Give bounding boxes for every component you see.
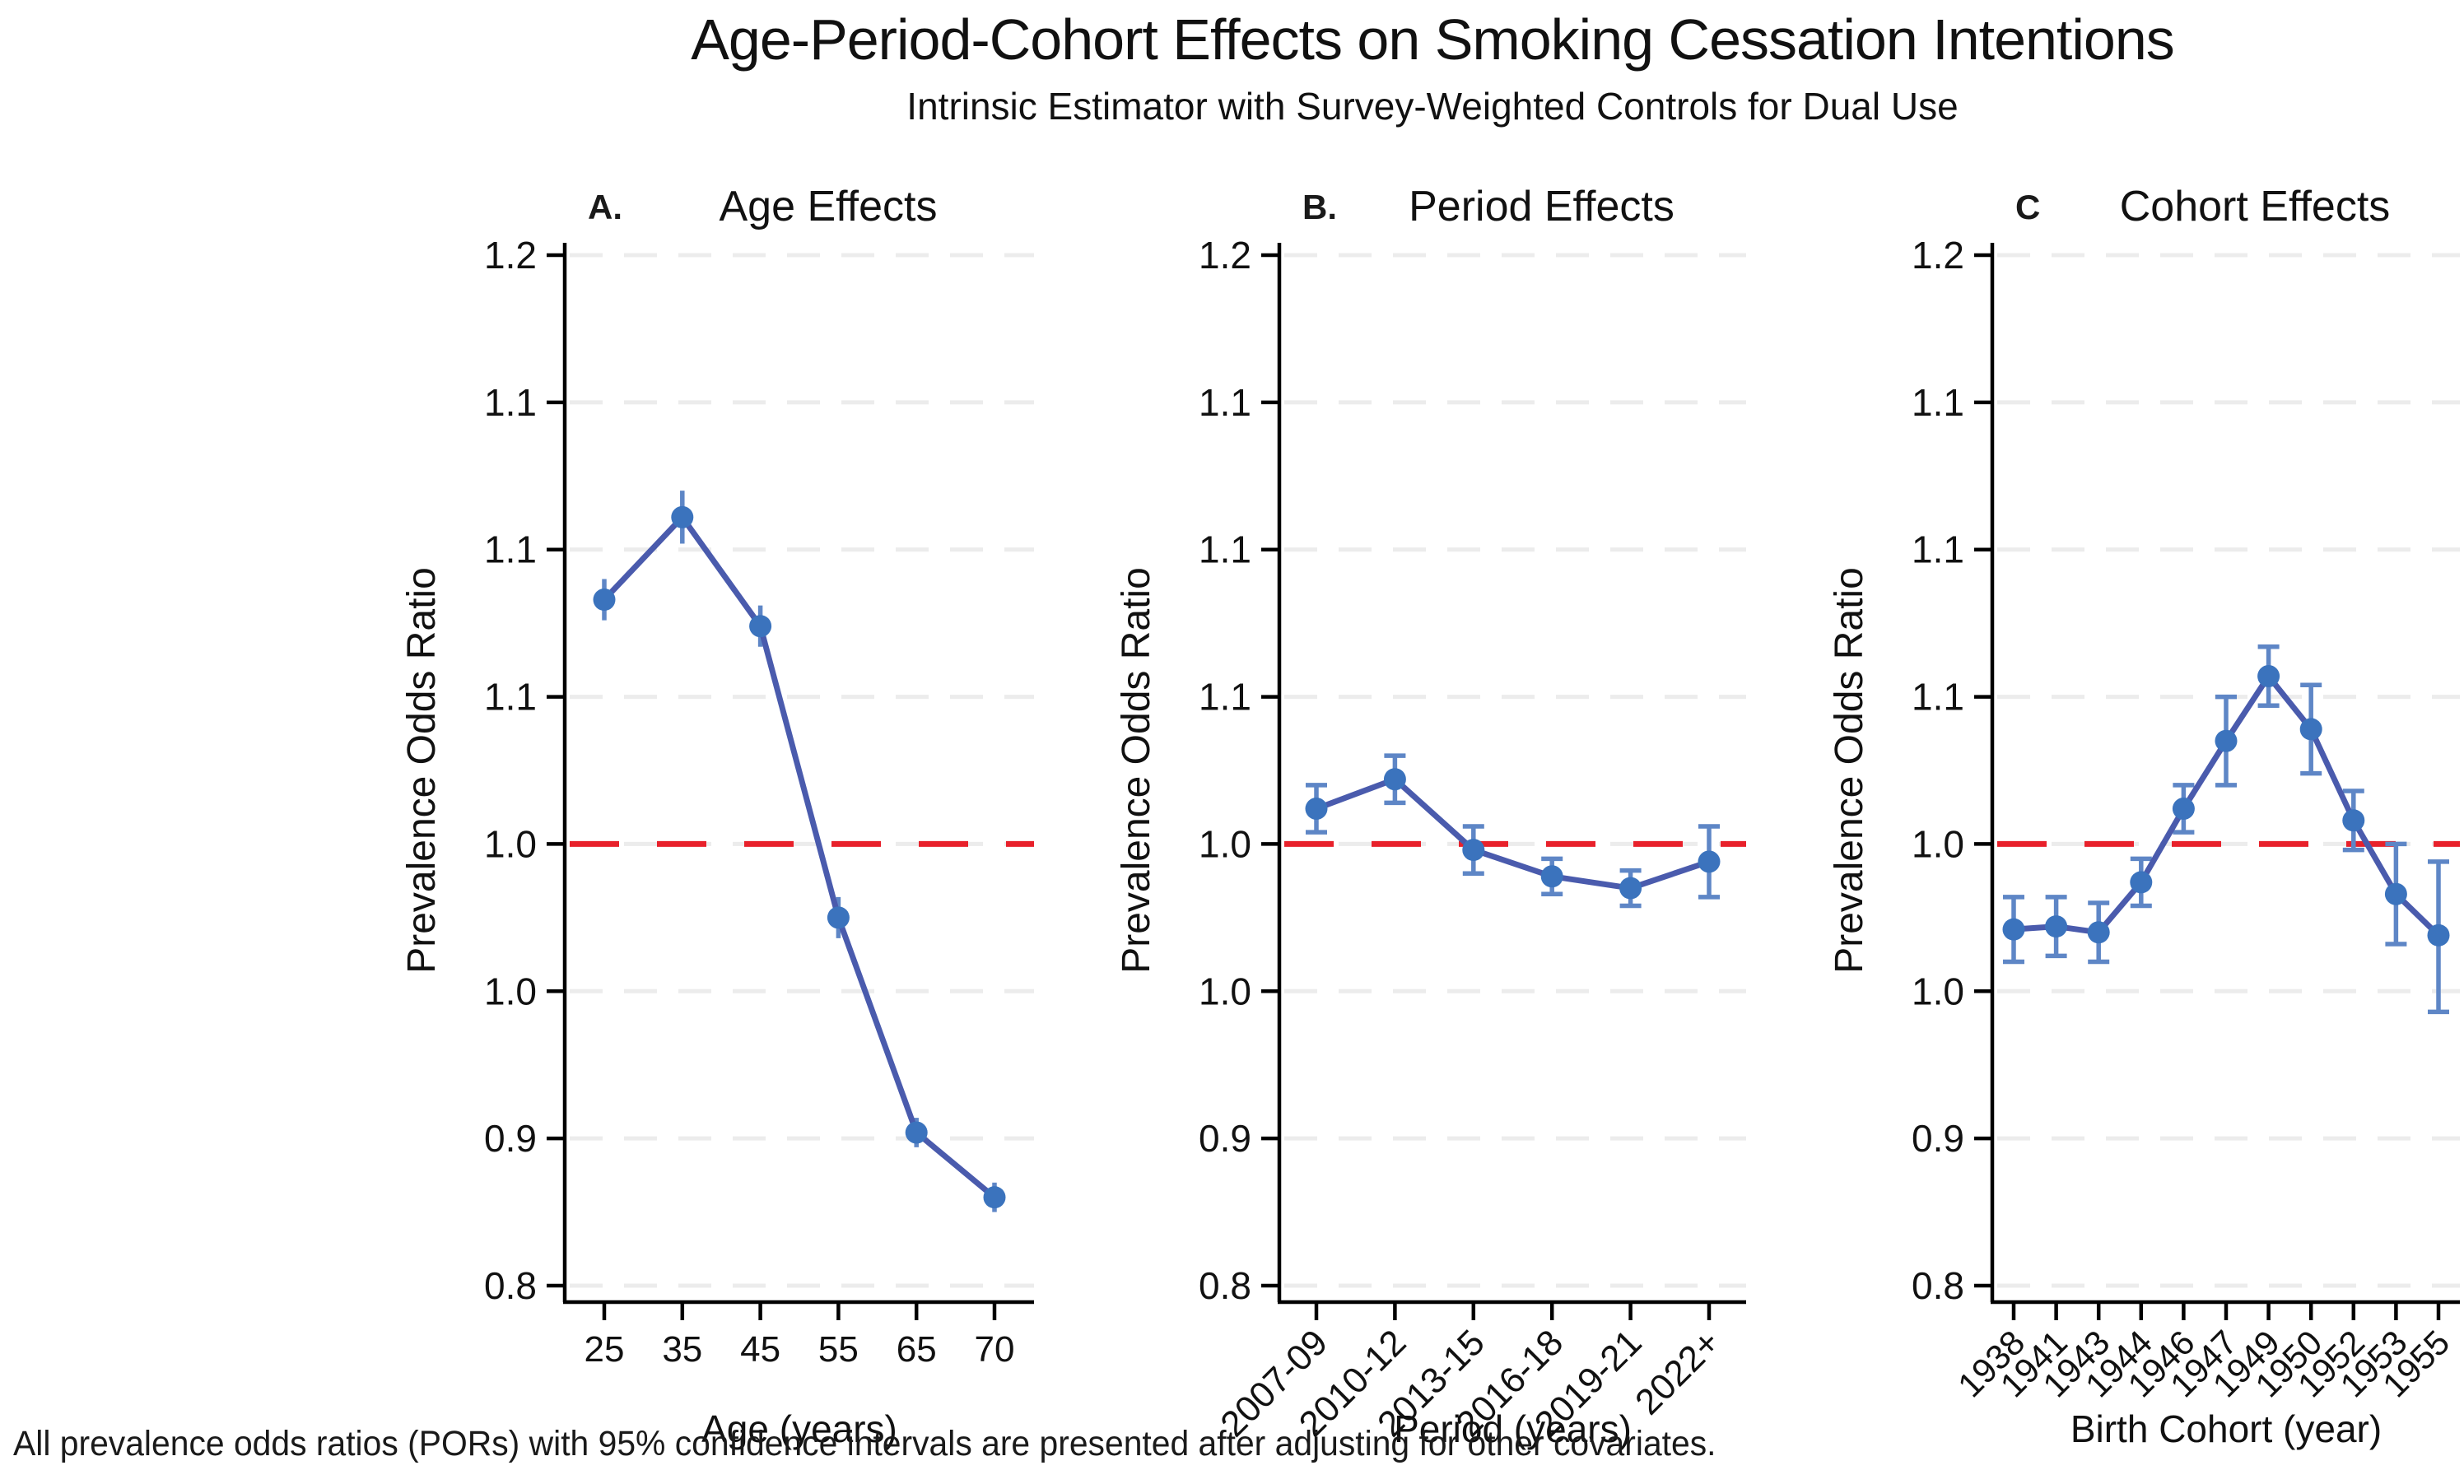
data-point-marker [2002,918,2025,941]
data-point-marker [1305,798,1328,821]
y-tick-label: 1.1 [1912,528,1964,571]
panel-label: C [2015,188,2040,226]
x-tick-label: 55 [818,1329,859,1370]
data-point-marker [1462,839,1485,862]
figure-title: Age-Period-Cohort Effects on Smoking Ces… [691,7,2175,72]
data-point-marker [2299,718,2322,741]
y-tick-label: 1.0 [1199,822,1251,865]
data-point-marker [1383,768,1406,791]
y-tick-label: 1.0 [1199,970,1251,1012]
y-tick-label: 1.0 [484,822,537,865]
y-tick-label: 1.0 [1912,822,1964,865]
x-tick-label: 35 [662,1329,702,1370]
y-tick-label: 0.9 [484,1117,537,1160]
y-axis-title: Prevalence Odds Ratio [400,567,444,974]
y-tick-label: 1.1 [484,528,537,571]
data-point-marker [671,505,694,528]
y-tick-label: 1.1 [1912,676,1964,719]
data-point-marker [827,906,850,929]
data-point-marker [2384,882,2407,905]
data-point-marker [905,1121,928,1144]
panel-title: Age Effects [720,183,938,230]
series-line [1313,776,1712,891]
x-tick-label: 25 [585,1329,625,1370]
y-tick-label: 0.8 [1199,1264,1251,1307]
y-tick-label: 1.1 [1199,528,1251,571]
data-point-marker [2087,921,2110,944]
y-axis-title: Prevalence Odds Ratio [1828,567,1871,974]
data-point-marker [1698,850,1721,873]
y-tick-label: 1.2 [1912,234,1964,277]
panel-title: Cohort Effects [2120,183,2391,230]
panel-label: A. [588,188,622,226]
x-tick-label: 2022+ [1628,1322,1728,1422]
y-tick-label: 1.1 [1199,381,1251,424]
y-tick-label: 1.0 [484,970,537,1012]
y-tick-label: 0.8 [1912,1264,1964,1307]
data-point-marker [749,615,772,638]
panel-b: 1.21.11.11.11.01.00.90.82007-092010-1220… [1115,183,1746,1450]
y-tick-label: 1.2 [1199,234,1251,277]
x-axis-title: Period (years) [1394,1407,1632,1450]
data-point-marker [593,588,616,612]
data-point-marker [2130,871,2153,894]
y-tick-label: 0.9 [1912,1117,1964,1160]
figure-subtitle: Intrinsic Estimator with Survey-Weighted… [906,85,1959,128]
x-tick-label: 65 [897,1329,937,1370]
series-line [601,514,998,1201]
panel-title: Period Effects [1409,183,1674,230]
y-tick-label: 1.1 [484,676,537,719]
x-tick-label: 45 [740,1329,780,1370]
y-tick-label: 0.9 [1199,1117,1251,1160]
data-point-marker [2215,729,2238,752]
data-point-marker [2427,923,2450,947]
data-point-marker [2045,915,2068,938]
data-point-marker [2257,665,2280,688]
y-tick-label: 0.8 [484,1264,537,1307]
y-tick-label: 1.1 [484,381,537,424]
data-point-marker [2342,809,2365,832]
y-tick-label: 1.1 [1199,676,1251,719]
x-axis-title: Age (years) [701,1407,897,1450]
data-point-marker [1619,877,1642,900]
panel-label: B. [1302,188,1337,226]
panel-a: 1.2 1.1 1.1 1.1 1.0 1.0 0.9 0.8 25 35 45 55 65 70 A. Ag… [400,183,1034,1450]
x-axis-title: Birth Cohort (year) [2070,1407,2382,1450]
y-tick-label: 1.2 [484,234,537,277]
y-axis-title: Prevalence Odds Ratio [1115,567,1158,974]
data-point-marker [1540,865,1563,888]
y-tick-label: 1.1 [1912,381,1964,424]
figure-caption: All prevalence odds ratios (PORs) with 9… [13,1424,1716,1463]
y-tick-label: 1.0 [1912,970,1964,1012]
panel-c: 1.21.11.11.11.01.00.90.81938194119431944… [1828,183,2460,1450]
x-tick-label: 70 [975,1329,1015,1370]
data-point-marker [2172,798,2195,821]
data-point-marker [983,1186,1006,1209]
